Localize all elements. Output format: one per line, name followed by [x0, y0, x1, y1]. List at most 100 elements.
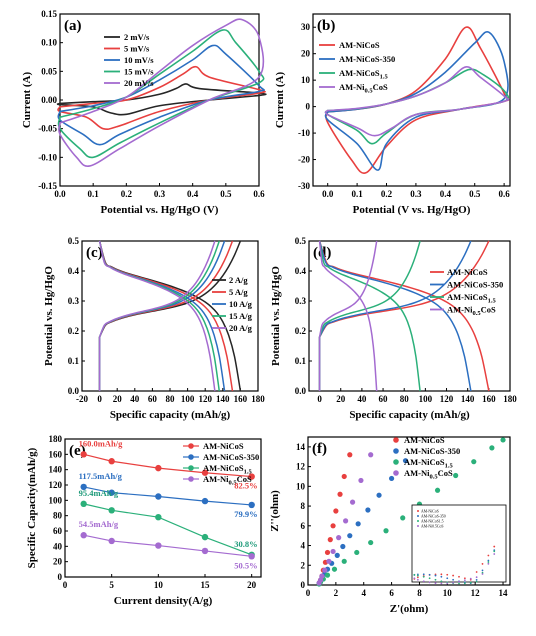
x-tick-label: 120: [198, 394, 212, 404]
inset-point: [434, 578, 437, 581]
inset-point: [458, 582, 460, 585]
inset-point: [481, 573, 484, 575]
legend-entry: 15 mV/s: [124, 67, 154, 77]
y-tick-label: 6: [301, 521, 306, 531]
inset-point: [493, 550, 496, 553]
inset-point: [458, 580, 460, 583]
legend-entry: 10 A/g: [229, 299, 253, 309]
annotation: 117.5mAh/g: [79, 471, 123, 481]
inset-point: [487, 561, 490, 563]
eis-point: [358, 477, 364, 484]
y-tick-label: -0.05: [38, 124, 57, 134]
x-tick-label: 6: [389, 588, 394, 598]
inset-point: [416, 574, 419, 577]
cv-curve-2: [57, 44, 265, 146]
x-axis-label: Z'(ohm): [390, 603, 429, 615]
x-tick-label: 40: [130, 394, 140, 404]
inset-legend-entry: AM-NiCoS-350: [421, 515, 446, 519]
panel-label: (f): [312, 441, 327, 457]
inset-legend-marker: [417, 510, 419, 512]
y-tick-label: 0.3: [295, 296, 307, 306]
x-axis-label: Potential (V vs. Hg/HgO): [353, 204, 471, 216]
inset-point: [475, 576, 478, 579]
x-tick-label: 0.4: [187, 189, 199, 199]
panel-c: -20 0 20 40 60 80 100 120 140 160 180 0.0 0.1 0.2 0.3 0…: [43, 236, 265, 421]
legend-entry: 2 A/g: [229, 275, 248, 285]
eis-point: [341, 558, 347, 564]
x-tick-label: 0.1: [351, 189, 363, 199]
legend-marker: [393, 448, 399, 454]
y-tick-label: 0.15: [41, 9, 57, 19]
y-tick-label: 30: [301, 22, 311, 32]
eis-point: [489, 445, 495, 451]
inset-point: [487, 554, 490, 557]
legend-entry: AM-NiCoS-350: [339, 54, 395, 64]
x-tick-label: 160: [234, 394, 248, 404]
rate-point: [108, 507, 115, 514]
eis-point: [334, 552, 340, 559]
rate-point: [80, 483, 87, 491]
y-tick-label: 0.05: [41, 66, 57, 76]
annotation: 50.5%: [234, 560, 257, 570]
eis-point: [324, 549, 331, 556]
legend-entry: AM-Ni0.5CoS: [447, 305, 496, 318]
annotation: 79.9%: [234, 509, 257, 519]
rate-point: [248, 473, 255, 480]
plot-frame: [307, 436, 511, 586]
legend-entry: AM-NiCoS1.5: [447, 292, 496, 305]
y-tick-label: 0.0: [295, 386, 307, 396]
inset-point: [475, 571, 478, 573]
eis-point: [326, 558, 332, 564]
legend-entry: 15 A/g: [229, 311, 253, 321]
x-tick-label: 180: [503, 394, 517, 404]
legend-entry: AM-NiCoS1.5: [339, 68, 388, 81]
eis-point: [319, 573, 325, 579]
inset-point: [469, 577, 472, 580]
legend-entry: AM-NiCoS1.5: [404, 457, 453, 470]
y-tick-label: -20: [298, 155, 310, 165]
rate-point: [248, 501, 255, 509]
legend-marker: [188, 476, 194, 482]
y-tick-label: 120: [49, 480, 63, 490]
legend-entry: AM-NiCoS-350: [404, 446, 460, 456]
x-axis-label: Potential vs. Hg/HgO (V): [101, 204, 219, 216]
annotation: 82.5%: [234, 481, 257, 491]
inset-legend-marker: [417, 520, 419, 522]
rate-point: [201, 533, 209, 541]
x-tick-label: 14: [499, 588, 509, 598]
y-tick-label: 0: [306, 102, 311, 112]
y-tick-label: 0.2: [68, 326, 80, 336]
x-axis-label: Specific capacity (mAh/g): [110, 409, 231, 421]
panel-d: 0 20 40 60 80 100 120 140 160 180 0.0 0.1 0.2 0.3 0.4 0…: [270, 236, 517, 421]
panel-label: (a): [64, 18, 82, 34]
legend-marker: [393, 470, 399, 476]
x-tick-label: -20: [76, 394, 88, 404]
legend-entry: AM-NiCoS: [339, 40, 380, 50]
x-tick-label: 80: [400, 394, 410, 404]
y-axis-label: Potential vs. Hg/HgO: [43, 266, 55, 366]
inset-point: [463, 577, 466, 580]
plot-frame: [312, 13, 511, 187]
y-tick-label: 10: [301, 75, 311, 85]
rate-point: [80, 532, 87, 539]
x-tick-label: 0: [63, 580, 68, 590]
eis-point: [324, 572, 331, 578]
eis-point: [383, 528, 389, 534]
inset-point: [440, 580, 443, 583]
legend-marker: [188, 454, 194, 460]
legend-entry: AM-NiCoS-350: [447, 280, 503, 290]
charge-curve-1: [318, 240, 472, 391]
y-tick-label: 0.1: [68, 356, 80, 366]
x-tick-label: 0: [306, 588, 311, 598]
inset-point: [428, 573, 431, 576]
y-axis-label: Specific Capacity(mAh/g): [26, 447, 38, 568]
inset-point: [452, 578, 455, 581]
x-tick-label: 180: [251, 394, 265, 404]
y-axis-label: Potential vs. Hg/HgO: [270, 266, 282, 366]
eis-point: [347, 533, 353, 539]
annotation: 95.4mAh/g: [79, 488, 119, 498]
eis-point: [336, 535, 342, 541]
x-tick-label: 0.2: [121, 189, 133, 199]
cv-curve-3: [57, 29, 265, 159]
x-tick-label: 40: [357, 394, 367, 404]
